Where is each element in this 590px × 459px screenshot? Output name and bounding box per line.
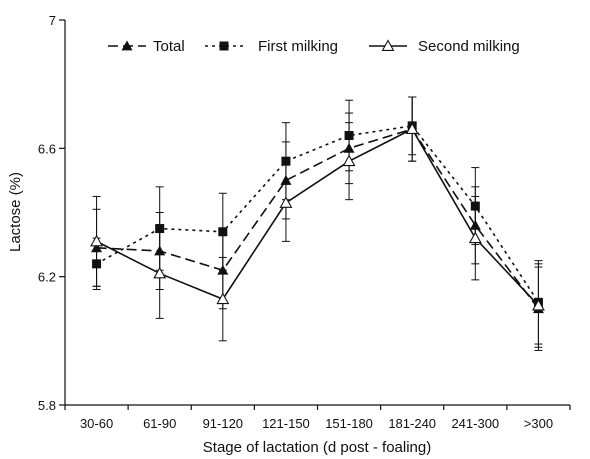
x-tick-label: 30-60 <box>80 416 113 431</box>
x-axis-ticks: 30-60 61-90 91-120 121-150 151-180 181-240 241… <box>64 405 571 431</box>
legend-label: Second milking <box>418 38 520 55</box>
x-tick-label: >300 <box>524 416 553 431</box>
legend-item: First milking <box>205 38 338 55</box>
data-point <box>90 234 103 247</box>
x-tick-label: 181-240 <box>388 416 436 431</box>
legend-marker <box>219 41 229 51</box>
data-point <box>216 292 230 305</box>
data-point <box>218 227 228 237</box>
data-point <box>279 196 293 208</box>
x-tick-label: 241-300 <box>451 416 499 431</box>
legend: Total First milking Second milking <box>108 38 520 55</box>
legend-marker <box>381 39 395 51</box>
legend-label: First milking <box>258 38 338 55</box>
data-point <box>281 156 291 166</box>
data-point <box>468 231 482 244</box>
series-line <box>96 128 540 310</box>
series-line <box>96 128 540 307</box>
y-axis-ticks: 5.8 6.2 6.6 7 <box>38 13 65 413</box>
x-tick-label: 91-120 <box>203 416 243 431</box>
data-point <box>405 122 419 135</box>
y-tick-label: 7 <box>49 13 56 28</box>
data-point <box>532 298 545 311</box>
series-second-milking <box>90 96 545 348</box>
y-tick-label: 5.8 <box>38 398 56 413</box>
x-tick-label: 61-90 <box>143 416 176 431</box>
series-total <box>91 96 544 351</box>
legend-marker <box>121 40 133 51</box>
data-point <box>153 266 167 279</box>
x-tick-label: 151-180 <box>325 416 373 431</box>
y-axis-title: Lactose (%) <box>7 172 24 252</box>
legend-item: Total <box>108 38 185 55</box>
plot-area <box>90 96 545 351</box>
x-axis-title: Stage of lactation (d post - foaling) <box>203 439 431 456</box>
data-point <box>342 154 356 167</box>
legend-item: Second milking <box>369 38 520 55</box>
y-tick-label: 6.2 <box>38 270 56 285</box>
y-tick-label: 6.6 <box>38 141 56 156</box>
x-tick-label: 121-150 <box>262 416 310 431</box>
legend-label: Total <box>153 38 185 55</box>
